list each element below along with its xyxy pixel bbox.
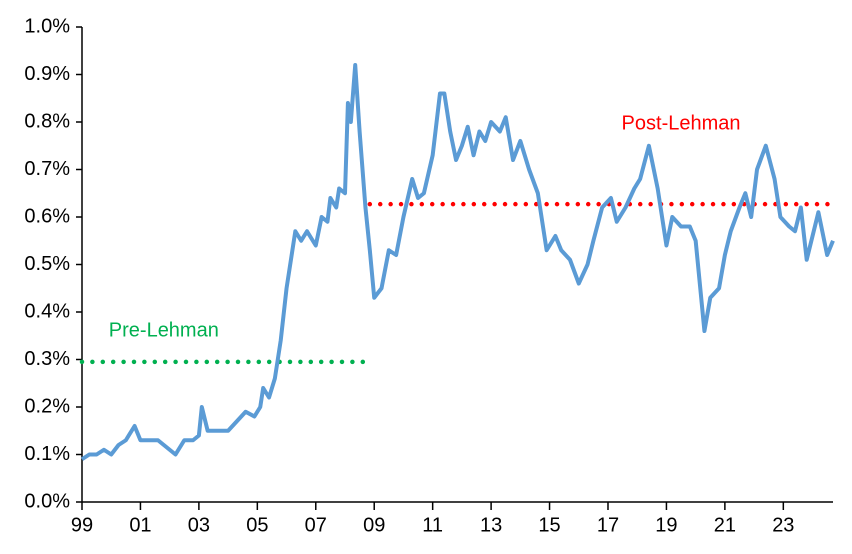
x-tick-label: 23: [772, 514, 794, 536]
annotation: Post-Lehman: [622, 113, 741, 135]
x-tick-label: 13: [480, 514, 502, 536]
y-tick-label: 0.0%: [24, 490, 70, 512]
x-tick-label: 17: [597, 514, 619, 536]
x-tick-label: 11: [422, 514, 443, 536]
x-tick-label: 05: [246, 514, 268, 536]
y-tick-label: 0.5%: [24, 253, 70, 275]
y-tick-label: 0.1%: [24, 443, 70, 465]
y-tick-label: 0.9%: [24, 63, 70, 85]
annotation: Pre-Lehman: [109, 319, 219, 341]
y-tick-label: 0.4%: [24, 300, 70, 322]
y-tick-label: 1.0%: [24, 15, 70, 37]
x-tick-label: 07: [305, 514, 327, 536]
y-tick-label: 0.6%: [24, 205, 70, 227]
x-tick-label: 15: [538, 514, 560, 536]
x-tick-label: 09: [363, 514, 385, 536]
x-tick-label: 03: [188, 514, 210, 536]
data-line: [80, 63, 835, 461]
y-tick-label: 0.3%: [24, 348, 70, 370]
y-tick-label: 0.7%: [24, 158, 70, 180]
y-tick-label: 0.8%: [24, 110, 70, 132]
x-tick-label: 21: [714, 514, 736, 536]
x-tick-label: 01: [129, 514, 151, 536]
y-tick-label: 0.2%: [24, 395, 70, 417]
x-tick-label: 19: [655, 514, 677, 536]
x-tick-label: 99: [71, 514, 93, 536]
